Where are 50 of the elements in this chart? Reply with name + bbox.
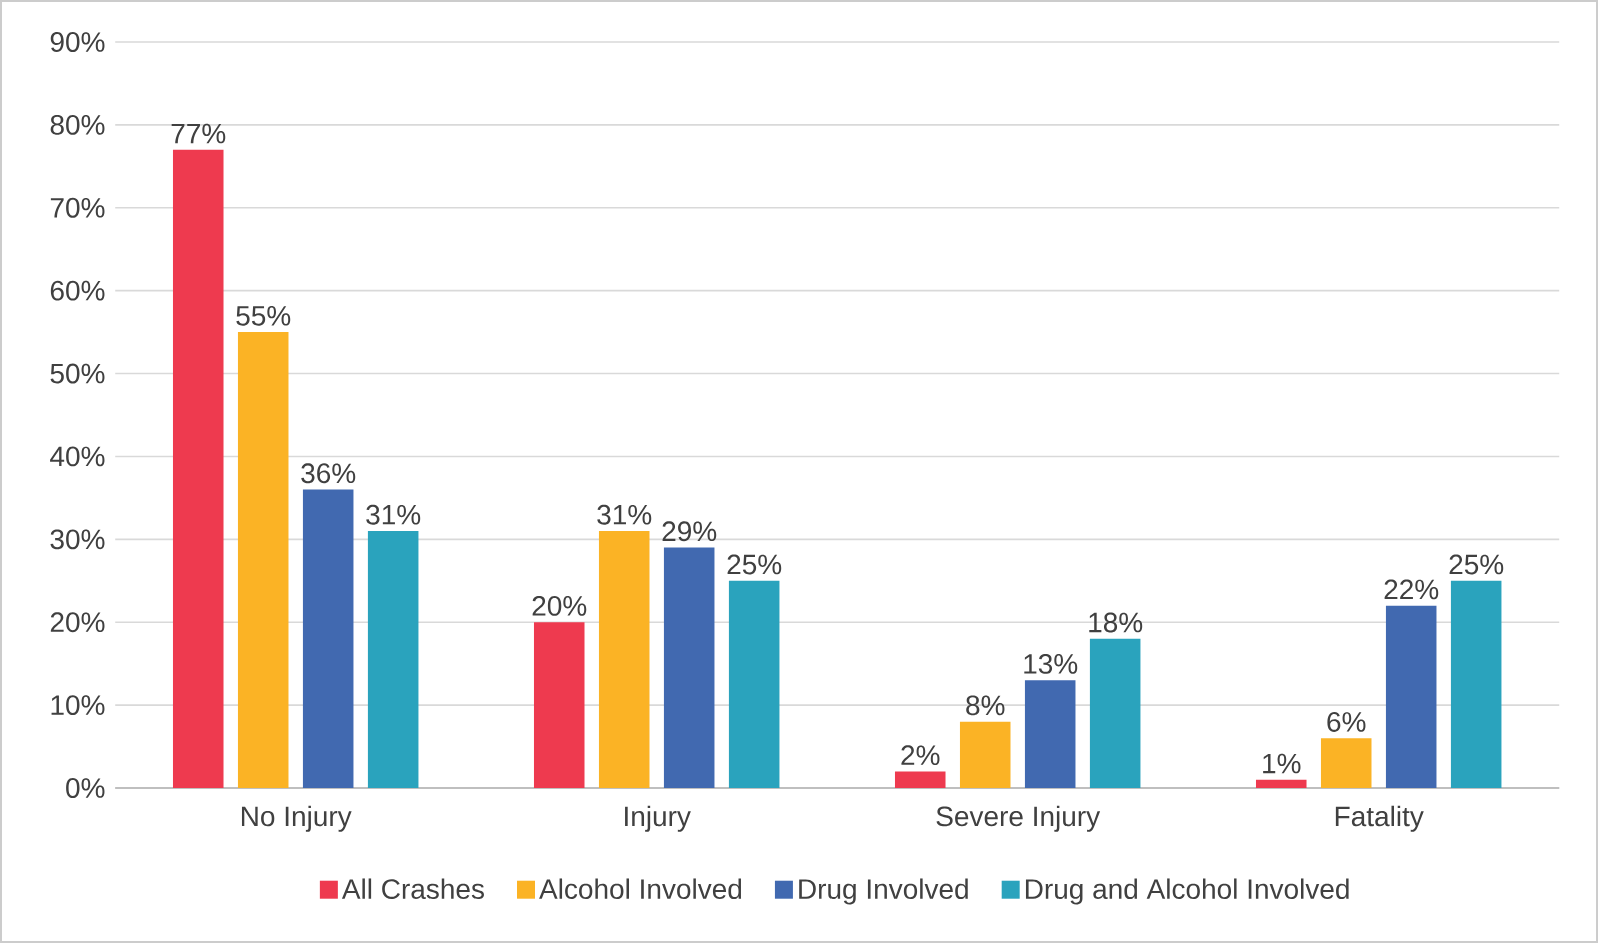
data-label: 31% (597, 504, 652, 525)
bar (1450, 580, 1502, 788)
y-tick-label: 30% (50, 529, 105, 550)
bar (959, 721, 1011, 788)
data-label: 18% (1089, 612, 1143, 633)
y-tick-label: 80% (50, 114, 105, 135)
data-label: 25% (1449, 554, 1504, 575)
bar (302, 489, 354, 788)
x-tick-label: Severe Injury (936, 805, 1101, 832)
y-tick-label: 10% (51, 695, 105, 716)
data-label: 55% (236, 305, 291, 326)
y-tick-label: 20% (50, 612, 105, 633)
y-tick-label: 60% (50, 280, 105, 301)
legend-label: Drug Involved (799, 878, 968, 905)
legend-label: Alcohol Involved (539, 878, 742, 900)
bar (728, 580, 780, 788)
bar (663, 547, 715, 788)
bar (1385, 605, 1437, 788)
bar (894, 771, 946, 788)
data-label: 8% (966, 695, 1005, 716)
bar (172, 149, 224, 788)
bar (367, 531, 419, 788)
y-tick-label: 90% (50, 32, 105, 52)
y-tick-label: 0% (66, 778, 105, 798)
x-tick-label: No Injury (241, 805, 352, 832)
data-label: 22% (1384, 579, 1439, 600)
bar (533, 622, 585, 788)
bar (1320, 738, 1372, 788)
bar (237, 332, 289, 788)
y-tick-label: 40% (50, 446, 105, 467)
data-label: 25% (727, 554, 782, 575)
data-label: 2% (901, 745, 940, 766)
data-label: 13% (1024, 654, 1078, 674)
data-label: 6% (1327, 712, 1366, 732)
bar (1089, 638, 1141, 788)
legend-label: Drug and Alcohol Involved (1025, 878, 1349, 905)
bar (598, 531, 650, 788)
data-label: 20% (532, 595, 587, 616)
y-tick-label: 70% (50, 197, 105, 218)
data-label: 29% (662, 521, 717, 542)
x-tick-label: Fatality (1335, 805, 1424, 832)
y-tick-label: 50% (50, 363, 105, 384)
data-label: 36% (301, 463, 356, 484)
data-label: 1% (1263, 753, 1301, 774)
data-label: 77% (171, 123, 226, 144)
bar (1255, 779, 1307, 788)
data-label: 31% (366, 504, 421, 525)
bar (1024, 680, 1076, 788)
x-tick-label: Injury (625, 805, 691, 832)
legend-label: All Crashes (341, 878, 484, 900)
